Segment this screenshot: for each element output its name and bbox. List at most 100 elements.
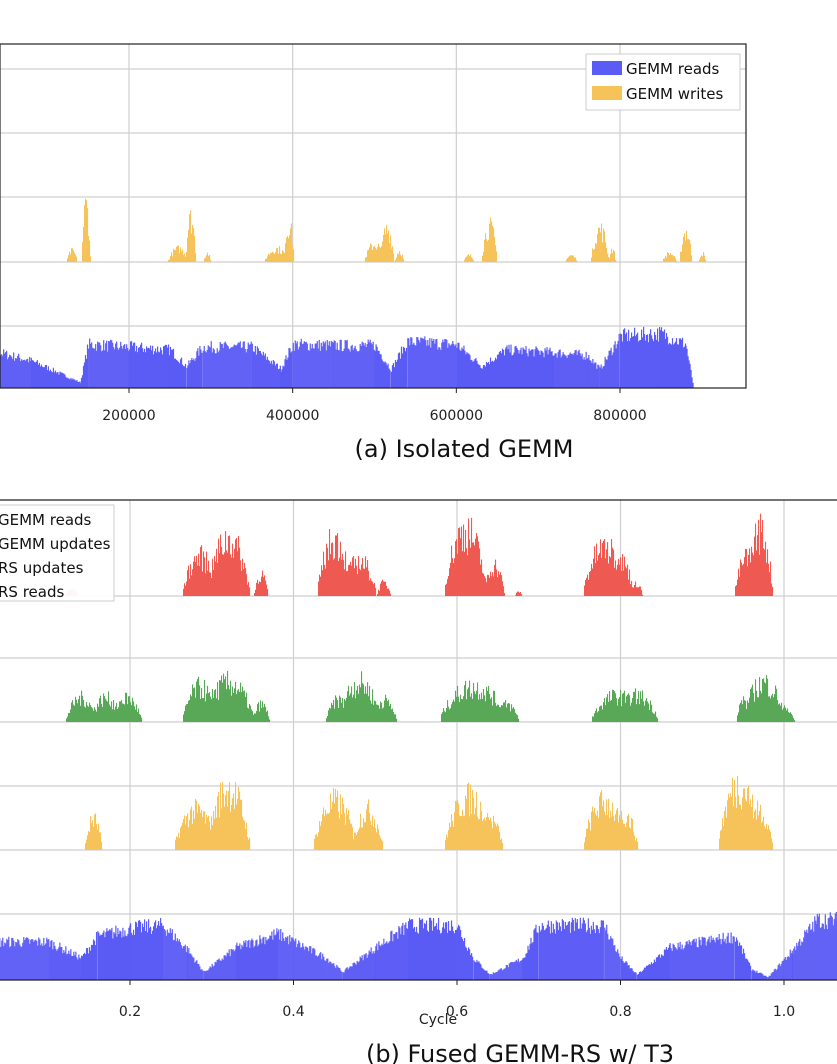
burst-sample [476, 532, 478, 596]
read-sample [578, 349, 580, 388]
read-sample [639, 971, 642, 980]
burst-sample [496, 569, 498, 596]
read-sample [221, 343, 223, 388]
read-sample [496, 354, 499, 388]
read-sample [517, 350, 519, 388]
read-sample [423, 339, 425, 388]
read-sample [428, 917, 431, 980]
read-sample [481, 368, 484, 388]
burst-sample [95, 709, 97, 722]
panel-a-plot-area [0, 198, 707, 388]
read-sample [296, 341, 298, 388]
read-sample [130, 923, 132, 980]
burst-sample [478, 843, 480, 850]
burst-sample [450, 562, 452, 596]
burst-sample [636, 837, 638, 850]
burst-sample [343, 560, 345, 596]
read-sample [136, 922, 138, 980]
burst-sample [791, 713, 793, 722]
burst-sample [754, 536, 756, 596]
burst-sample [99, 698, 101, 722]
burst-sample [380, 837, 382, 850]
burst-sample [375, 709, 377, 722]
read-sample [452, 340, 454, 388]
burst-sample [204, 679, 206, 722]
burst-sample [640, 586, 642, 596]
burst-sample [241, 692, 243, 722]
read-sample [437, 349, 439, 388]
burst-sample [344, 586, 346, 596]
read-sample [782, 960, 784, 980]
read-sample [70, 949, 72, 980]
burst-sample [284, 253, 286, 262]
read-sample [38, 937, 40, 980]
read-sample [473, 960, 475, 980]
read-sample [657, 328, 659, 388]
burst-sample [365, 822, 367, 850]
burst-sample [170, 256, 172, 262]
burst-sample [80, 705, 82, 722]
read-sample [420, 919, 423, 980]
burst-sample [99, 832, 101, 850]
burst-sample [195, 697, 197, 722]
read-sample [303, 946, 305, 980]
read-sample [675, 337, 678, 388]
burst-sample [484, 239, 486, 262]
burst-sample [506, 707, 508, 722]
burst-sample [192, 569, 194, 596]
read-sample [366, 344, 368, 388]
read-sample [39, 366, 41, 388]
read-sample [130, 341, 132, 388]
burst-sample [265, 259, 267, 262]
burst-sample [702, 256, 704, 262]
read-sample [108, 930, 110, 980]
burst-sample [612, 582, 614, 596]
read-sample [143, 351, 145, 388]
read-sample [464, 350, 466, 388]
burst-sample [206, 706, 208, 722]
read-sample [632, 970, 634, 980]
read-sample [47, 939, 49, 980]
read-sample [530, 937, 532, 980]
read-sample [89, 950, 92, 980]
read-sample [165, 935, 167, 980]
burst-sample [730, 793, 732, 850]
burst-sample [756, 690, 758, 722]
read-sample [36, 940, 38, 980]
burst-sample [468, 687, 470, 722]
read-sample [318, 955, 320, 980]
burst-sample [314, 838, 316, 850]
read-sample [707, 939, 709, 980]
burst-sample [231, 557, 233, 596]
read-sample [250, 341, 252, 388]
burst-sample [607, 253, 609, 262]
read-sample [486, 363, 489, 388]
read-sample [62, 373, 64, 388]
burst-sample [629, 827, 631, 850]
burst-sample [240, 560, 242, 596]
burst-sample [332, 801, 334, 850]
burst-sample [341, 559, 343, 596]
burst-sample [247, 707, 249, 722]
legend-label-rs-updates: RS updates [0, 559, 84, 577]
burst-sample [750, 799, 752, 850]
read-sample [749, 965, 752, 980]
burst-sample [235, 539, 237, 596]
burst-sample [474, 814, 476, 850]
read-sample [583, 920, 585, 980]
burst-sample [750, 829, 752, 850]
read-sample [237, 945, 239, 980]
burst-sample [772, 842, 774, 850]
read-sample [97, 341, 99, 388]
read-sample [734, 941, 737, 980]
read-sample [801, 941, 803, 980]
read-sample [650, 962, 653, 980]
read-sample [490, 973, 492, 980]
read-sample [480, 964, 482, 980]
burst-sample [360, 570, 362, 596]
burst-sample [597, 560, 599, 596]
read-sample [349, 351, 351, 388]
burst-sample [598, 555, 600, 596]
read-sample [454, 345, 456, 388]
read-sample [680, 949, 682, 980]
